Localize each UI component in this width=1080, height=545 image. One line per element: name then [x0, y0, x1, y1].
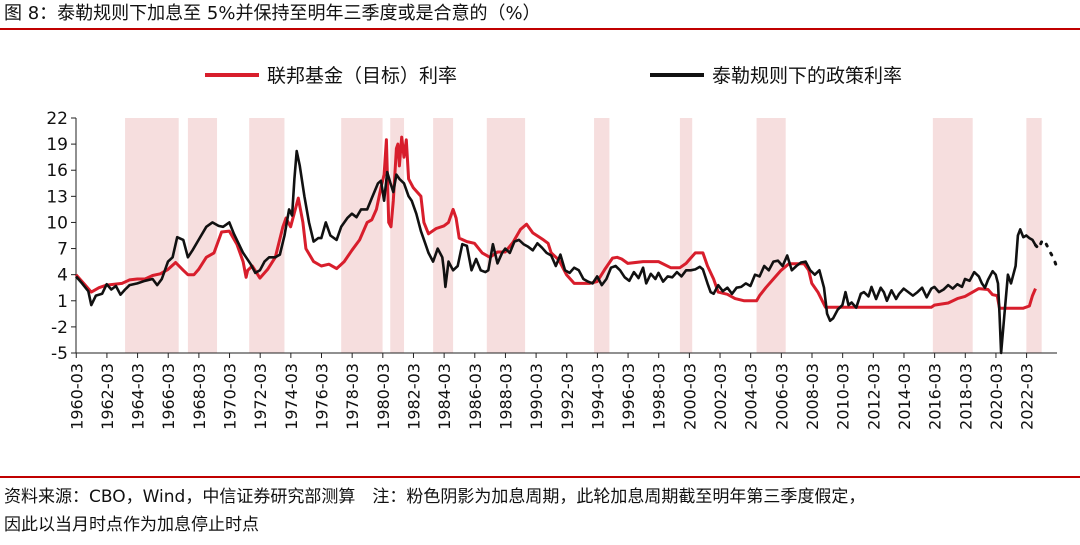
shaded-period	[679, 118, 693, 353]
shaded-period	[932, 118, 973, 353]
x-tick-label: 1992-03	[558, 363, 577, 430]
x-tick-label: 2018-03	[956, 363, 975, 430]
y-tick-label: 4	[57, 266, 68, 286]
y-tick-label: 13	[46, 187, 68, 207]
y-tick-label: 22	[46, 109, 68, 129]
x-tick-label: 1972-03	[251, 363, 270, 430]
x-tick-label: 1982-03	[404, 363, 423, 430]
x-tick-label: 1980-03	[374, 363, 393, 430]
series-line-taylor-rule	[75, 149, 1037, 355]
y-tick-label: -2	[51, 318, 68, 338]
x-tick-label: 1996-03	[619, 363, 638, 430]
shaded-period	[249, 118, 285, 353]
y-tick-label: 19	[46, 135, 68, 155]
shaded-periods	[125, 118, 1042, 353]
y-tick-label: -5	[51, 344, 68, 364]
x-tick-label: 1978-03	[343, 363, 362, 430]
x-tick-label: 1968-03	[190, 363, 209, 430]
series-lines	[74, 135, 1059, 355]
bottom-divider	[0, 476, 1080, 478]
y-tick-label: 10	[46, 213, 68, 233]
x-tick-label: 1998-03	[650, 363, 669, 430]
shaded-period	[756, 118, 786, 353]
y-tick-label: 7	[57, 240, 68, 260]
x-tick-label: 2022-03	[1018, 363, 1037, 430]
x-tick-label: 2006-03	[772, 363, 791, 430]
y-axis: -5 -2 1 4 7 10 13 16 19 22	[46, 109, 77, 364]
x-tick-label: 1984-03	[435, 363, 454, 430]
x-tick-label: 2020-03	[987, 363, 1006, 430]
x-tick-label: 1994-03	[588, 363, 607, 430]
x-tick-label: 2002-03	[711, 363, 730, 430]
x-axis: 1960-03 1962-03 1964-03 1966-03 1968-03 1970-…	[67, 352, 1057, 430]
shaded-period	[594, 118, 610, 353]
x-tick-label: 1974-03	[282, 363, 301, 430]
legend-label-taylor-rule: 泰勒规则下的政策利率	[712, 65, 902, 87]
top-divider	[0, 28, 1080, 30]
series-forecast-taylor-rule	[1034, 237, 1059, 270]
x-tick-label: 2004-03	[742, 363, 761, 430]
x-tick-label: 1962-03	[98, 363, 117, 430]
series-line-fed-funds	[74, 135, 1037, 310]
x-tick-label: 2010-03	[834, 363, 853, 430]
shaded-period	[1026, 118, 1042, 353]
legend-label-fed-funds: 联邦基金（目标）利率	[267, 65, 457, 87]
shaded-period	[486, 118, 526, 353]
x-tick-label: 1970-03	[221, 363, 240, 430]
y-tick-label: 16	[46, 161, 68, 181]
x-tick-label: 2012-03	[864, 363, 883, 430]
x-tick-label: 1976-03	[313, 363, 332, 430]
x-tick-label: 2016-03	[926, 363, 945, 430]
x-tick-label: 1988-03	[496, 363, 515, 430]
x-tick-label: 1990-03	[527, 363, 546, 430]
x-tick-label: 1964-03	[129, 363, 148, 430]
x-tick-label: 1966-03	[159, 363, 178, 430]
x-tick-label: 2014-03	[895, 363, 914, 430]
x-tick-label: 2008-03	[803, 363, 822, 430]
x-tick-label: 1986-03	[466, 363, 485, 430]
source-note: 资料来源：CBO，Wind，中信证券研究部测算 注：粉色阴影为加息周期，此轮加息…	[4, 487, 866, 507]
legend: 联邦基金（目标）利率 泰勒规则下的政策利率	[205, 65, 902, 87]
x-tick-label: 2000-03	[680, 363, 699, 430]
shaded-period	[125, 118, 179, 353]
x-tick-label: 1960-03	[67, 363, 86, 430]
chart-title: 图 8：泰勒规则下加息至 5%并保持至明年三季度或是合意的（%）	[4, 3, 541, 24]
source-note-continued: 因此以当月时点作为加息停止时点	[4, 515, 259, 535]
shaded-period	[433, 118, 454, 353]
y-tick-label: 1	[57, 292, 68, 312]
